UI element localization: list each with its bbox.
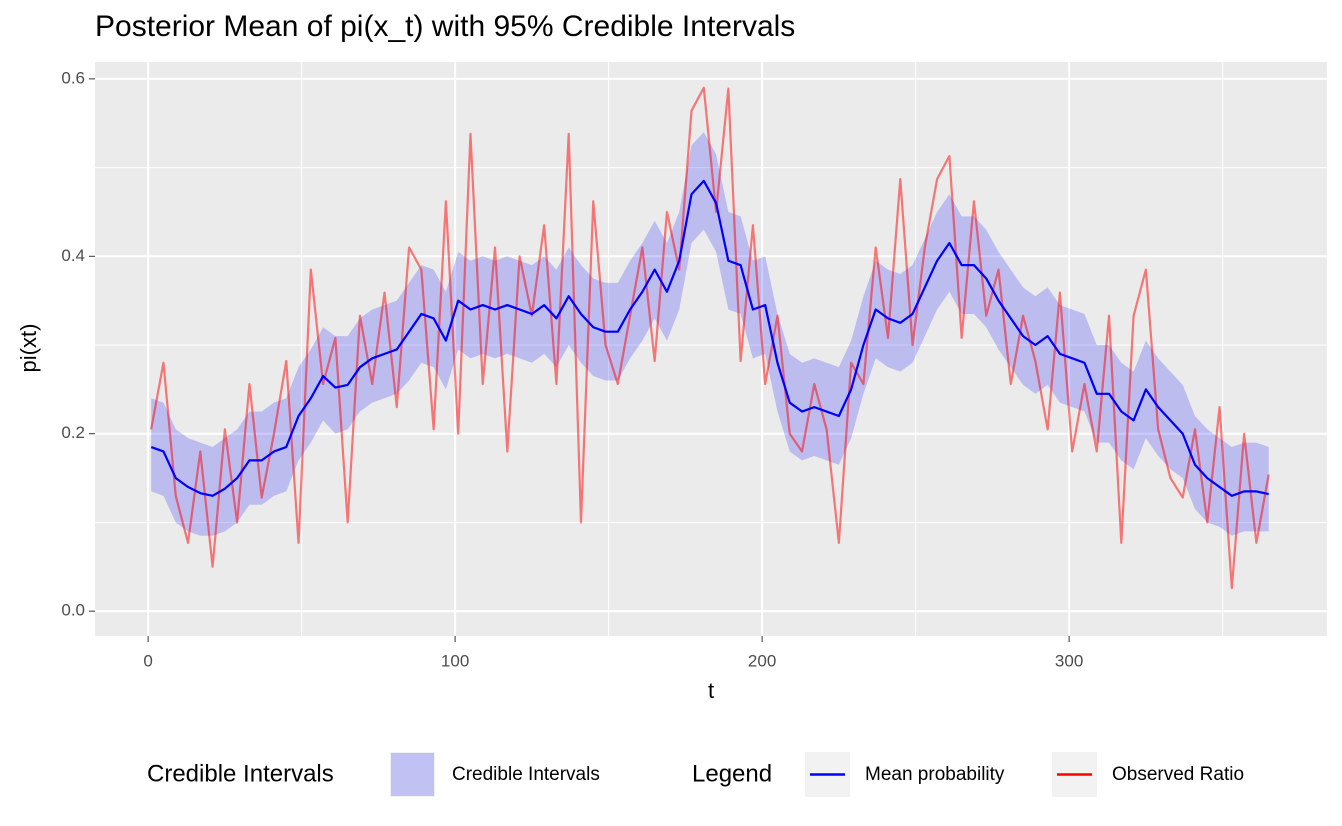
legend-title: Legend bbox=[692, 760, 772, 787]
y-tick-label: 0.4 bbox=[61, 246, 85, 265]
x-tick-label: 200 bbox=[748, 651, 776, 670]
legend-title: Credible Intervals bbox=[147, 760, 334, 787]
series-line bbox=[150, 86, 1270, 590]
chart-title: Posterior Mean of pi(x_t) with 95% Credi… bbox=[95, 10, 795, 43]
legend-label: Observed Ratio bbox=[1112, 764, 1244, 785]
x-tick-label: 0 bbox=[143, 651, 152, 670]
x-tick-label: 300 bbox=[1055, 651, 1083, 670]
x-tick-label: 100 bbox=[441, 651, 469, 670]
legend-label: Mean probability bbox=[865, 764, 1005, 785]
series-line bbox=[150, 179, 1269, 497]
legend-label: Credible Intervals bbox=[452, 764, 600, 785]
y-tick-label: 0.2 bbox=[61, 423, 85, 442]
legend-key bbox=[391, 753, 434, 796]
y-axis-label: pi(xt) bbox=[16, 324, 41, 373]
y-tick-label: 0.6 bbox=[61, 68, 85, 87]
y-tick-label: 0.0 bbox=[61, 601, 85, 620]
legend-key-bg bbox=[390, 752, 435, 797]
x-axis-label: t bbox=[708, 678, 714, 703]
